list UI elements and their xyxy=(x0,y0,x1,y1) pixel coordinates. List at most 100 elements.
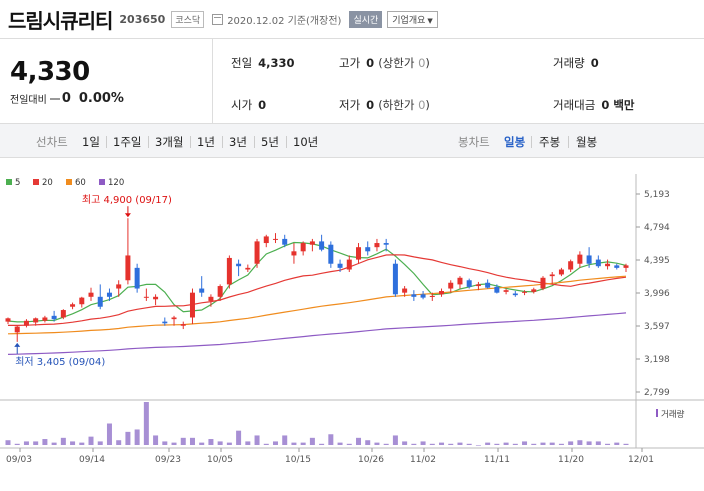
volume-bar xyxy=(503,442,509,445)
y-tick-label: 4,794 xyxy=(644,223,670,233)
candle xyxy=(328,241,334,268)
candle-body xyxy=(272,238,278,240)
volume-bar xyxy=(549,442,555,445)
candle-body xyxy=(79,297,85,305)
candle-body xyxy=(356,247,362,260)
candle-body xyxy=(503,290,509,292)
tab-weekly[interactable]: 주봉 xyxy=(539,135,561,149)
candle xyxy=(106,288,112,301)
candle-body xyxy=(411,294,417,297)
tab-1y[interactable]: 1년 xyxy=(197,135,215,149)
volume-bar xyxy=(245,441,251,445)
volume-bar xyxy=(420,441,426,445)
candle xyxy=(411,290,417,301)
tab-3y[interactable]: 3년 xyxy=(229,135,247,149)
candle-body xyxy=(392,263,398,295)
candle xyxy=(568,259,574,272)
chart-type-bar: 선차트 1일 1주일 3개월 1년 3년 5년 10년 봉차트 일봉 주봉 월봉 xyxy=(0,124,704,158)
candle-body xyxy=(180,324,186,326)
candle xyxy=(291,243,297,264)
candle-body xyxy=(51,315,57,320)
candle-body xyxy=(429,295,435,297)
candle xyxy=(522,290,528,296)
candle xyxy=(272,233,278,244)
candle-body xyxy=(208,296,214,301)
volume-bar xyxy=(134,429,140,445)
volume-bar xyxy=(485,442,491,445)
volume-bar xyxy=(272,441,278,445)
candle-body xyxy=(189,292,195,318)
line-chart-label: 선차트 xyxy=(36,135,68,149)
candle xyxy=(595,255,601,268)
legend-label-60: 60 xyxy=(75,178,86,188)
candle-body xyxy=(5,318,11,322)
candle xyxy=(356,243,362,264)
tab-10y[interactable]: 10년 xyxy=(293,135,319,149)
candle-body xyxy=(226,257,232,285)
volume-bar xyxy=(282,435,288,445)
candle-body xyxy=(475,284,481,287)
ma-5-line xyxy=(7,241,627,323)
realtime-button[interactable]: 실시간 xyxy=(349,10,383,28)
candle xyxy=(365,241,371,256)
volume-bar xyxy=(217,441,223,445)
candle-body xyxy=(199,288,205,293)
x-tick-label: 11/11 xyxy=(484,455,510,465)
candle-body xyxy=(328,244,334,264)
low-field: 저가 0 (하한가 0) xyxy=(339,98,430,112)
candle xyxy=(70,302,76,310)
candle-body xyxy=(153,296,159,300)
x-tick-label: 10/15 xyxy=(285,455,311,465)
volume-bar xyxy=(5,440,11,445)
candle xyxy=(319,234,325,252)
x-tick-label: 09/14 xyxy=(79,455,105,465)
candle-body xyxy=(522,291,528,293)
candle-body xyxy=(162,321,168,324)
volume-bar xyxy=(60,437,66,445)
tab-3m[interactable]: 3개월 xyxy=(155,135,184,149)
candle-body xyxy=(531,289,537,292)
volume-bar xyxy=(475,445,481,446)
candle xyxy=(97,284,103,310)
candle xyxy=(162,317,168,326)
candle xyxy=(374,238,380,252)
x-tick-label: 11/20 xyxy=(558,455,584,465)
tab-5y[interactable]: 5년 xyxy=(261,135,279,149)
candle-body xyxy=(60,310,66,318)
volume-bar xyxy=(319,443,325,445)
volume-bar xyxy=(189,437,195,445)
candle xyxy=(309,238,315,252)
candle xyxy=(614,263,620,270)
candle xyxy=(466,278,472,289)
candle xyxy=(153,294,159,306)
candle xyxy=(125,218,131,285)
candle-body xyxy=(291,251,297,256)
candle-body xyxy=(42,317,48,321)
company-info-dropdown[interactable]: 기업개요 ▼ xyxy=(387,10,438,28)
volume-bar xyxy=(309,437,315,445)
tab-1w[interactable]: 1주일 xyxy=(113,135,142,149)
volume-bar xyxy=(199,442,205,445)
volume-bar xyxy=(457,442,463,445)
candle xyxy=(402,286,408,297)
tab-daily[interactable]: 일봉 xyxy=(504,135,526,149)
candle-body xyxy=(457,277,463,285)
candle-body xyxy=(217,286,223,297)
candle xyxy=(392,259,398,297)
candle xyxy=(60,309,66,320)
volume-legend-label: 거래량 xyxy=(661,409,685,420)
volume-bar xyxy=(143,402,149,445)
volume-bar xyxy=(494,443,500,445)
volume-bar xyxy=(153,435,159,445)
candle xyxy=(33,317,39,326)
candle xyxy=(549,271,555,285)
candle-body xyxy=(337,263,343,268)
ma-120-line xyxy=(7,312,627,355)
y-tick-label: 4,395 xyxy=(644,256,670,266)
tab-monthly[interactable]: 월봉 xyxy=(576,135,598,149)
x-tick-label: 12/01 xyxy=(628,455,654,465)
volume-bar xyxy=(97,441,103,445)
tab-1d[interactable]: 1일 xyxy=(82,135,100,149)
volume-bar xyxy=(568,441,574,445)
candle-body xyxy=(236,263,242,267)
